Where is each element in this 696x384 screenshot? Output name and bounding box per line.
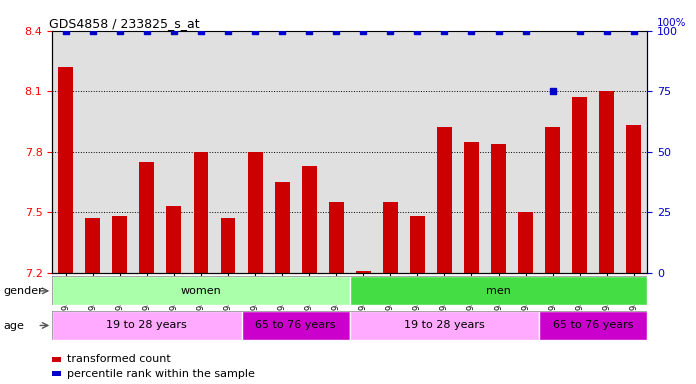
Bar [302,166,317,273]
Bar [329,202,344,273]
Bar [539,311,647,340]
Point [249,28,260,34]
Bar [221,218,235,273]
Point [223,28,234,34]
Point [358,28,369,34]
Point [385,28,396,34]
Text: 19 to 28 years: 19 to 28 years [404,320,485,331]
Point [412,28,423,34]
Bar [545,127,560,273]
Point [87,28,98,34]
Point [276,28,287,34]
Bar [356,271,371,273]
Point [303,28,315,34]
Bar [193,152,208,273]
Bar [350,276,647,305]
Bar [350,311,539,340]
Bar [139,162,155,273]
Bar [166,206,182,273]
Point [574,28,585,34]
Bar [242,311,350,340]
Point [168,28,180,34]
Bar [275,182,290,273]
Text: 65 to 76 years: 65 to 76 years [255,320,336,331]
Bar [248,152,262,273]
Bar [518,212,533,273]
Point [60,28,71,34]
Point [466,28,477,34]
Point [493,28,504,34]
Bar [626,126,641,273]
Bar [112,216,127,273]
Point [141,28,152,34]
Point [331,28,342,34]
Text: 19 to 28 years: 19 to 28 years [106,320,187,331]
Bar [52,276,349,305]
Text: 100%: 100% [656,18,686,28]
Bar [410,216,425,273]
Point [520,28,531,34]
Text: transformed count: transformed count [67,354,171,364]
Text: percentile rank within the sample: percentile rank within the sample [67,369,255,379]
Bar [86,218,100,273]
Text: women: women [180,286,221,296]
Point [547,88,558,94]
Point [196,28,207,34]
Bar [437,127,452,273]
Bar [52,311,242,340]
Text: GDS4858 / 233825_s_at: GDS4858 / 233825_s_at [49,17,200,30]
Bar [572,97,587,273]
Bar [599,91,614,273]
Bar [383,202,397,273]
Text: men: men [486,286,511,296]
Point [628,28,640,34]
Bar [464,142,479,273]
Point [439,28,450,34]
Text: 65 to 76 years: 65 to 76 years [553,320,633,331]
Bar [58,67,73,273]
Text: gender: gender [3,286,43,296]
Text: age: age [3,321,24,331]
Point [601,28,612,34]
Bar [491,144,506,273]
Point [114,28,125,34]
